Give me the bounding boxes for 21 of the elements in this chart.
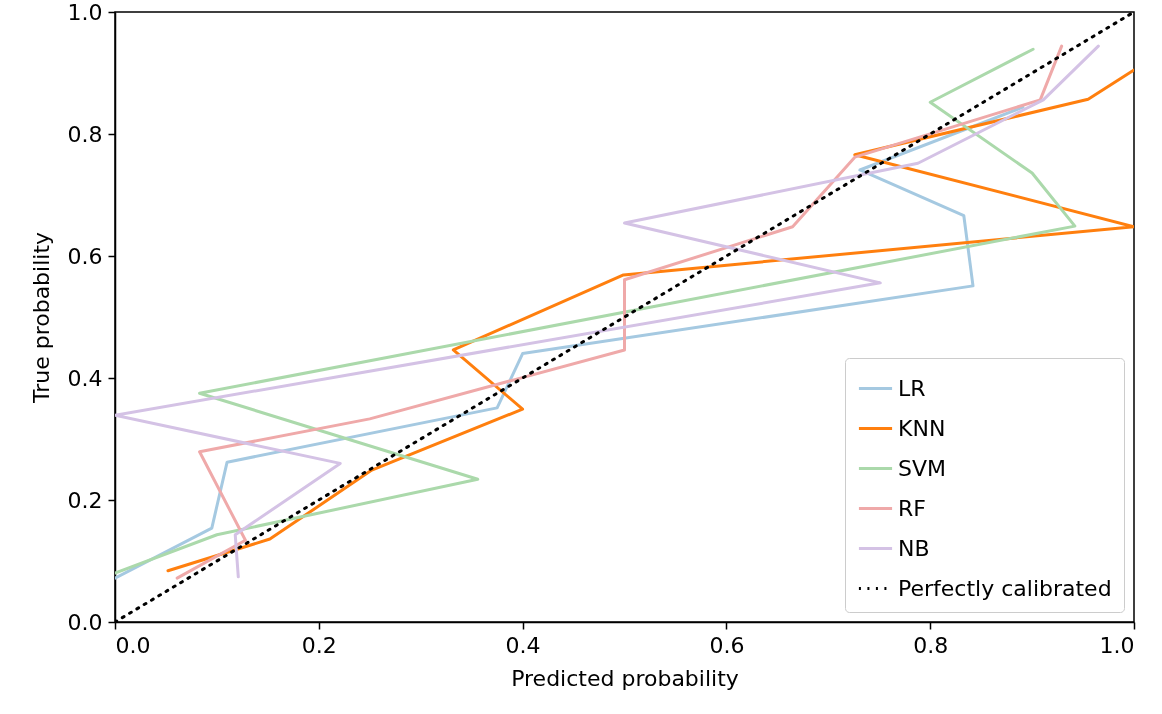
y-tick-label: 1.0 xyxy=(67,0,103,25)
legend-label: LR xyxy=(898,375,926,401)
x-tick-label: 0.2 xyxy=(301,632,337,658)
y-tick-label: 0.8 xyxy=(67,121,103,147)
y-tick-label: 0.6 xyxy=(67,243,103,269)
x-tick-label: 0.8 xyxy=(913,632,949,658)
x-tick-label: 0.4 xyxy=(505,632,541,658)
x-tick-label: 0.0 xyxy=(115,632,151,658)
y-axis-title: True probability xyxy=(28,231,54,405)
legend-label: NB xyxy=(898,535,930,561)
x-tick-label: 0.6 xyxy=(709,632,745,658)
legend-label: Perfectly calibrated xyxy=(898,575,1112,601)
legend-label: SVM xyxy=(898,455,946,481)
line-series xyxy=(115,105,1025,580)
y-tick-label: 0.4 xyxy=(67,365,103,391)
y-tick-label: 0.0 xyxy=(67,609,103,635)
y-tick-label: 0.2 xyxy=(67,487,103,513)
legend-label: RF xyxy=(898,495,926,521)
x-axis-title: Predicted probability xyxy=(511,665,739,691)
x-tick-label: 1.0 xyxy=(1099,632,1135,658)
legend-label: KNN xyxy=(898,415,946,441)
